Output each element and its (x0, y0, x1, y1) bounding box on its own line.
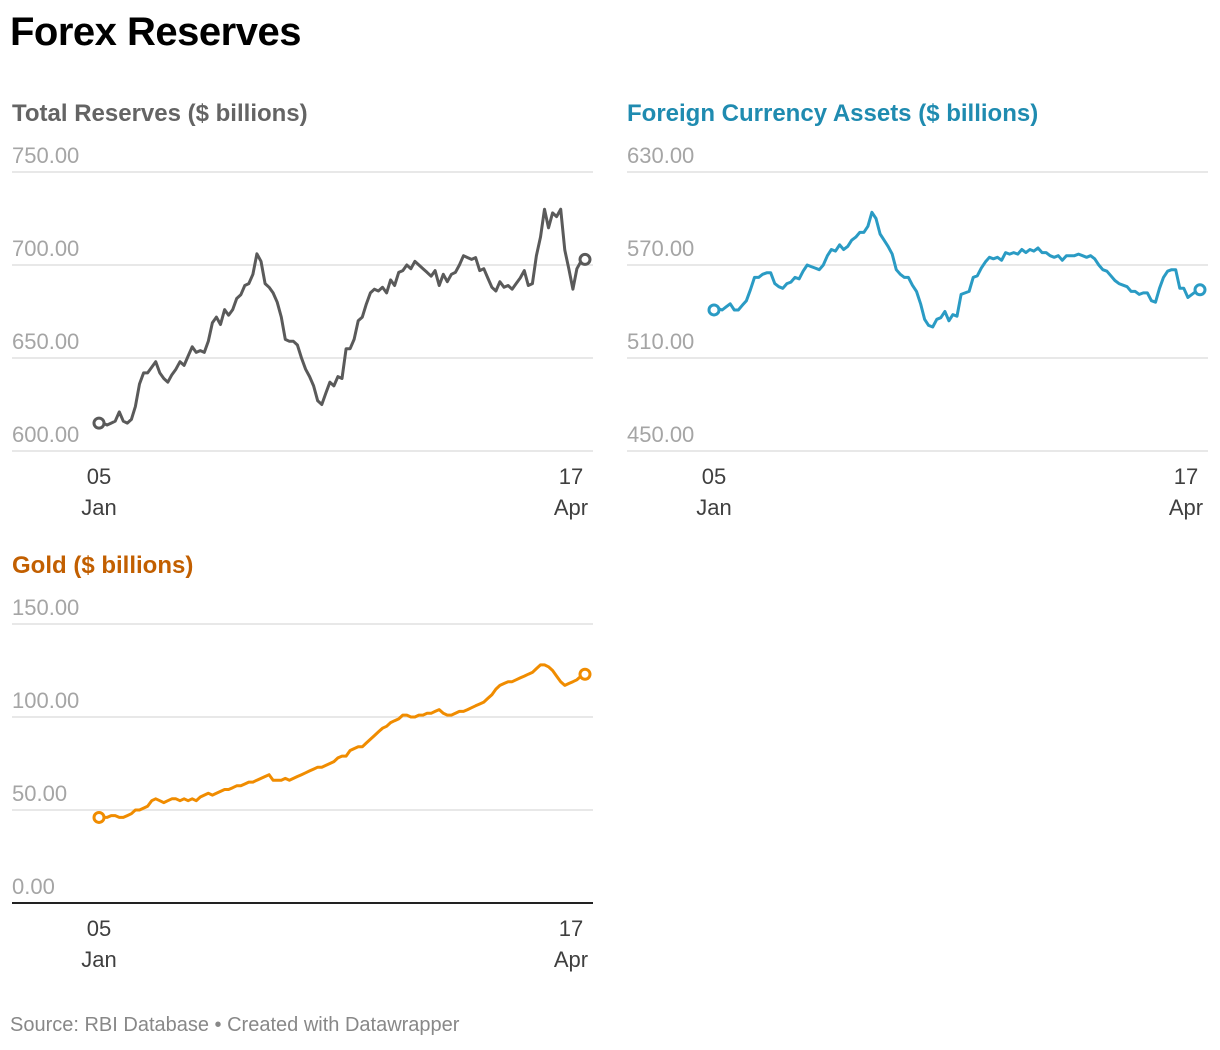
total-end-marker (578, 252, 592, 266)
total-y-tick-label: 650.00 (12, 329, 79, 354)
gold-x-tick-day: 17 (559, 916, 583, 941)
fca-x-tick-month: Jan (696, 495, 731, 520)
gold-x-tick-day: 05 (87, 916, 111, 941)
gold-y-tick-label: 0.00 (12, 874, 55, 899)
fca-y-tick-label: 450.00 (627, 422, 694, 447)
fca-chart: 630.00 570.00 510.00 450.00 05 Jan 17 Apr (627, 143, 1208, 520)
gold-series-line (99, 663, 586, 819)
total-x-tick-month: Jan (81, 495, 116, 520)
gold-end-marker (578, 667, 592, 681)
fca-end-marker (1193, 283, 1207, 297)
gold-start-marker (92, 810, 106, 824)
gold-y-tick-label: 50.00 (12, 781, 67, 806)
fca-y-tick-label: 630.00 (627, 143, 694, 168)
fca-x-tick-day: 17 (1174, 464, 1198, 489)
gold-y-tick-label: 100.00 (12, 688, 79, 713)
fca-x-tick-day: 05 (702, 464, 726, 489)
total-y-tick-label: 700.00 (12, 236, 79, 261)
source-footer: Source: RBI Database • Created with Data… (10, 1014, 460, 1036)
gold-x-tick-month: Jan (81, 947, 116, 972)
page-title: Forex Reserves (10, 10, 301, 54)
gold-x-tick-month: Apr (554, 947, 588, 972)
fca-x-tick-month: Apr (1169, 495, 1203, 520)
total-x-tick-day: 05 (87, 464, 111, 489)
total-x-tick-day: 17 (559, 464, 583, 489)
fca-y-tick-label: 510.00 (627, 329, 694, 354)
gold-y-tick-label: 150.00 (12, 595, 79, 620)
total-reserves-title: Total Reserves ($ billions) (12, 100, 308, 127)
fca-start-marker (707, 303, 721, 317)
total-x-tick-month: Apr (554, 495, 588, 520)
fca-y-tick-label: 570.00 (627, 236, 694, 261)
total-start-marker (92, 416, 106, 430)
total-y-tick-label: 750.00 (12, 143, 79, 168)
total-reserves-chart: 750.00 700.00 650.00 600.00 05 Jan 17 Apr (12, 143, 593, 520)
total-y-tick-label: 600.00 (12, 422, 79, 447)
gold-title: Gold ($ billions) (12, 552, 194, 579)
total-series-line (99, 207, 586, 427)
fca-title: Foreign Currency Assets ($ billions) (627, 100, 1039, 127)
gold-chart: 150.00 100.00 50.00 0.00 05 Jan 17 Apr (12, 595, 593, 972)
fca-series-line (713, 210, 1201, 329)
